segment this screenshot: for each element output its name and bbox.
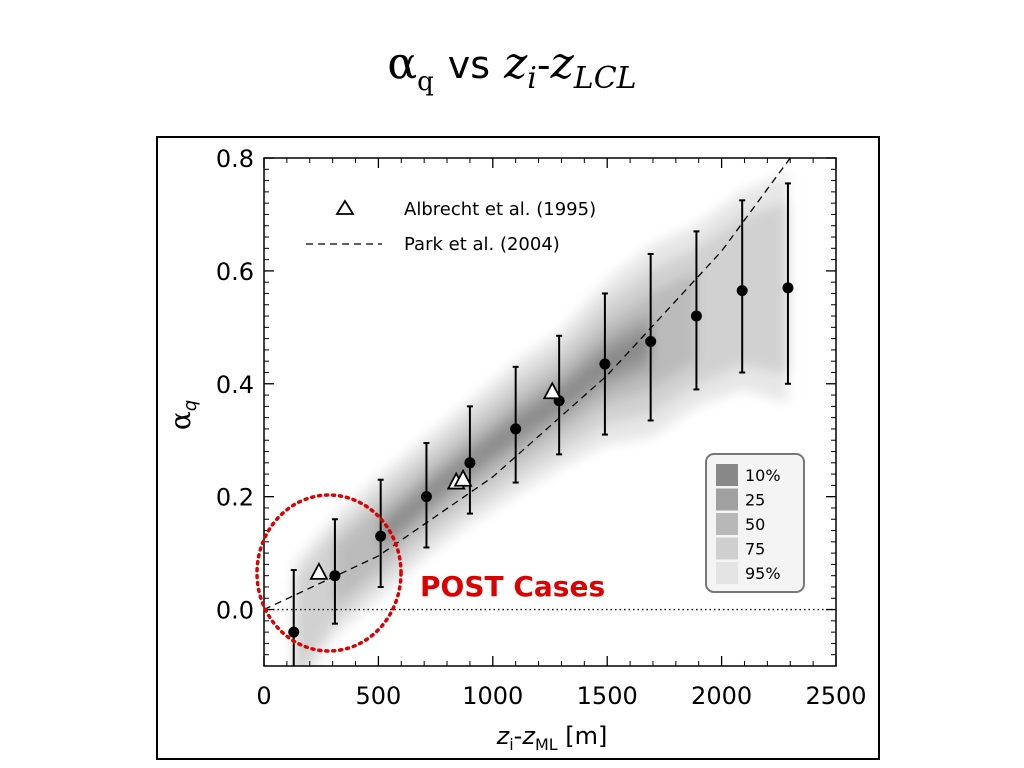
data-point [420, 491, 432, 503]
data-point [690, 310, 702, 322]
y-tick-label: 0.8 [216, 145, 254, 173]
axis-ticks [263, 157, 837, 666]
legend: Albrecht et al. (1995) Park et al. (2004… [306, 199, 596, 255]
albrecht-triangle [453, 468, 473, 487]
y-tick-label: 0.2 [216, 484, 254, 512]
density-legend: 10% 25 50 75 95% [705, 453, 805, 593]
data-point [599, 358, 611, 370]
y-axis-label: αq [164, 400, 201, 430]
title-alpha: α [387, 38, 418, 89]
x-tick-label: 1500 [577, 682, 638, 710]
density-legend-swatch [716, 562, 738, 584]
y-tick-labels: 0.0 0.2 0.4 0.6 0.8 [216, 145, 254, 625]
data-point [645, 335, 657, 347]
x-tick-label: 1000 [462, 682, 523, 710]
density-legend-swatch [716, 488, 738, 511]
data-point [782, 282, 794, 294]
density-legend-label: 10% [745, 466, 781, 485]
data-point [375, 530, 387, 542]
legend-label-albrecht: Albrecht et al. (1995) [404, 199, 596, 220]
title-dash: - [536, 43, 551, 87]
data-point [288, 626, 300, 638]
title-alpha-subscript: q [417, 67, 434, 97]
density-legend-label: 75 [745, 540, 765, 559]
x-tick-label: 2000 [691, 682, 752, 710]
plot-area [263, 157, 837, 667]
title-z2: z [550, 38, 574, 89]
data-point [329, 570, 341, 582]
title-z: z [504, 38, 528, 89]
density-legend-swatch [716, 513, 738, 535]
x-tick-labels: 0 500 1000 1500 2000 2500 [256, 682, 866, 710]
slide-title: αq vs zi-zLCL [0, 42, 1024, 97]
albrecht-triangles [309, 381, 562, 580]
x-axis-label: zi-zML [m] [496, 722, 608, 754]
title-vs: vs [447, 43, 491, 87]
y-tick-label: 0.0 [216, 597, 254, 625]
data-point [510, 423, 522, 435]
title-z-subscript-lcl: LCL [573, 61, 637, 96]
title-z-subscript-i: i [527, 61, 537, 96]
park-2004-dashed-curve [263, 157, 791, 611]
binned-mean-points [288, 282, 794, 638]
y-tick-label: 0.4 [216, 371, 254, 399]
density-legend-label: 95% [745, 564, 781, 583]
data-point [736, 285, 748, 297]
albrecht-triangle [542, 381, 562, 400]
density-legend-swatch [716, 537, 738, 560]
density-legend-label: 50 [745, 515, 765, 534]
x-tick-label: 0 [256, 682, 271, 710]
data-point [464, 457, 476, 469]
figure-frame [156, 136, 880, 760]
post-cases-highlight-circle [255, 493, 403, 653]
post-cases-annotation: POST Cases [420, 570, 605, 603]
density-legend-label: 25 [745, 491, 765, 510]
legend-triangle-marker [335, 199, 355, 215]
albrecht-triangle [309, 561, 329, 580]
x-tick-label: 2500 [805, 682, 866, 710]
legend-label-park: Park et al. (2004) [404, 234, 560, 255]
density-legend-swatch [716, 464, 738, 486]
x-tick-label: 500 [355, 682, 401, 710]
y-tick-label: 0.6 [216, 258, 254, 286]
